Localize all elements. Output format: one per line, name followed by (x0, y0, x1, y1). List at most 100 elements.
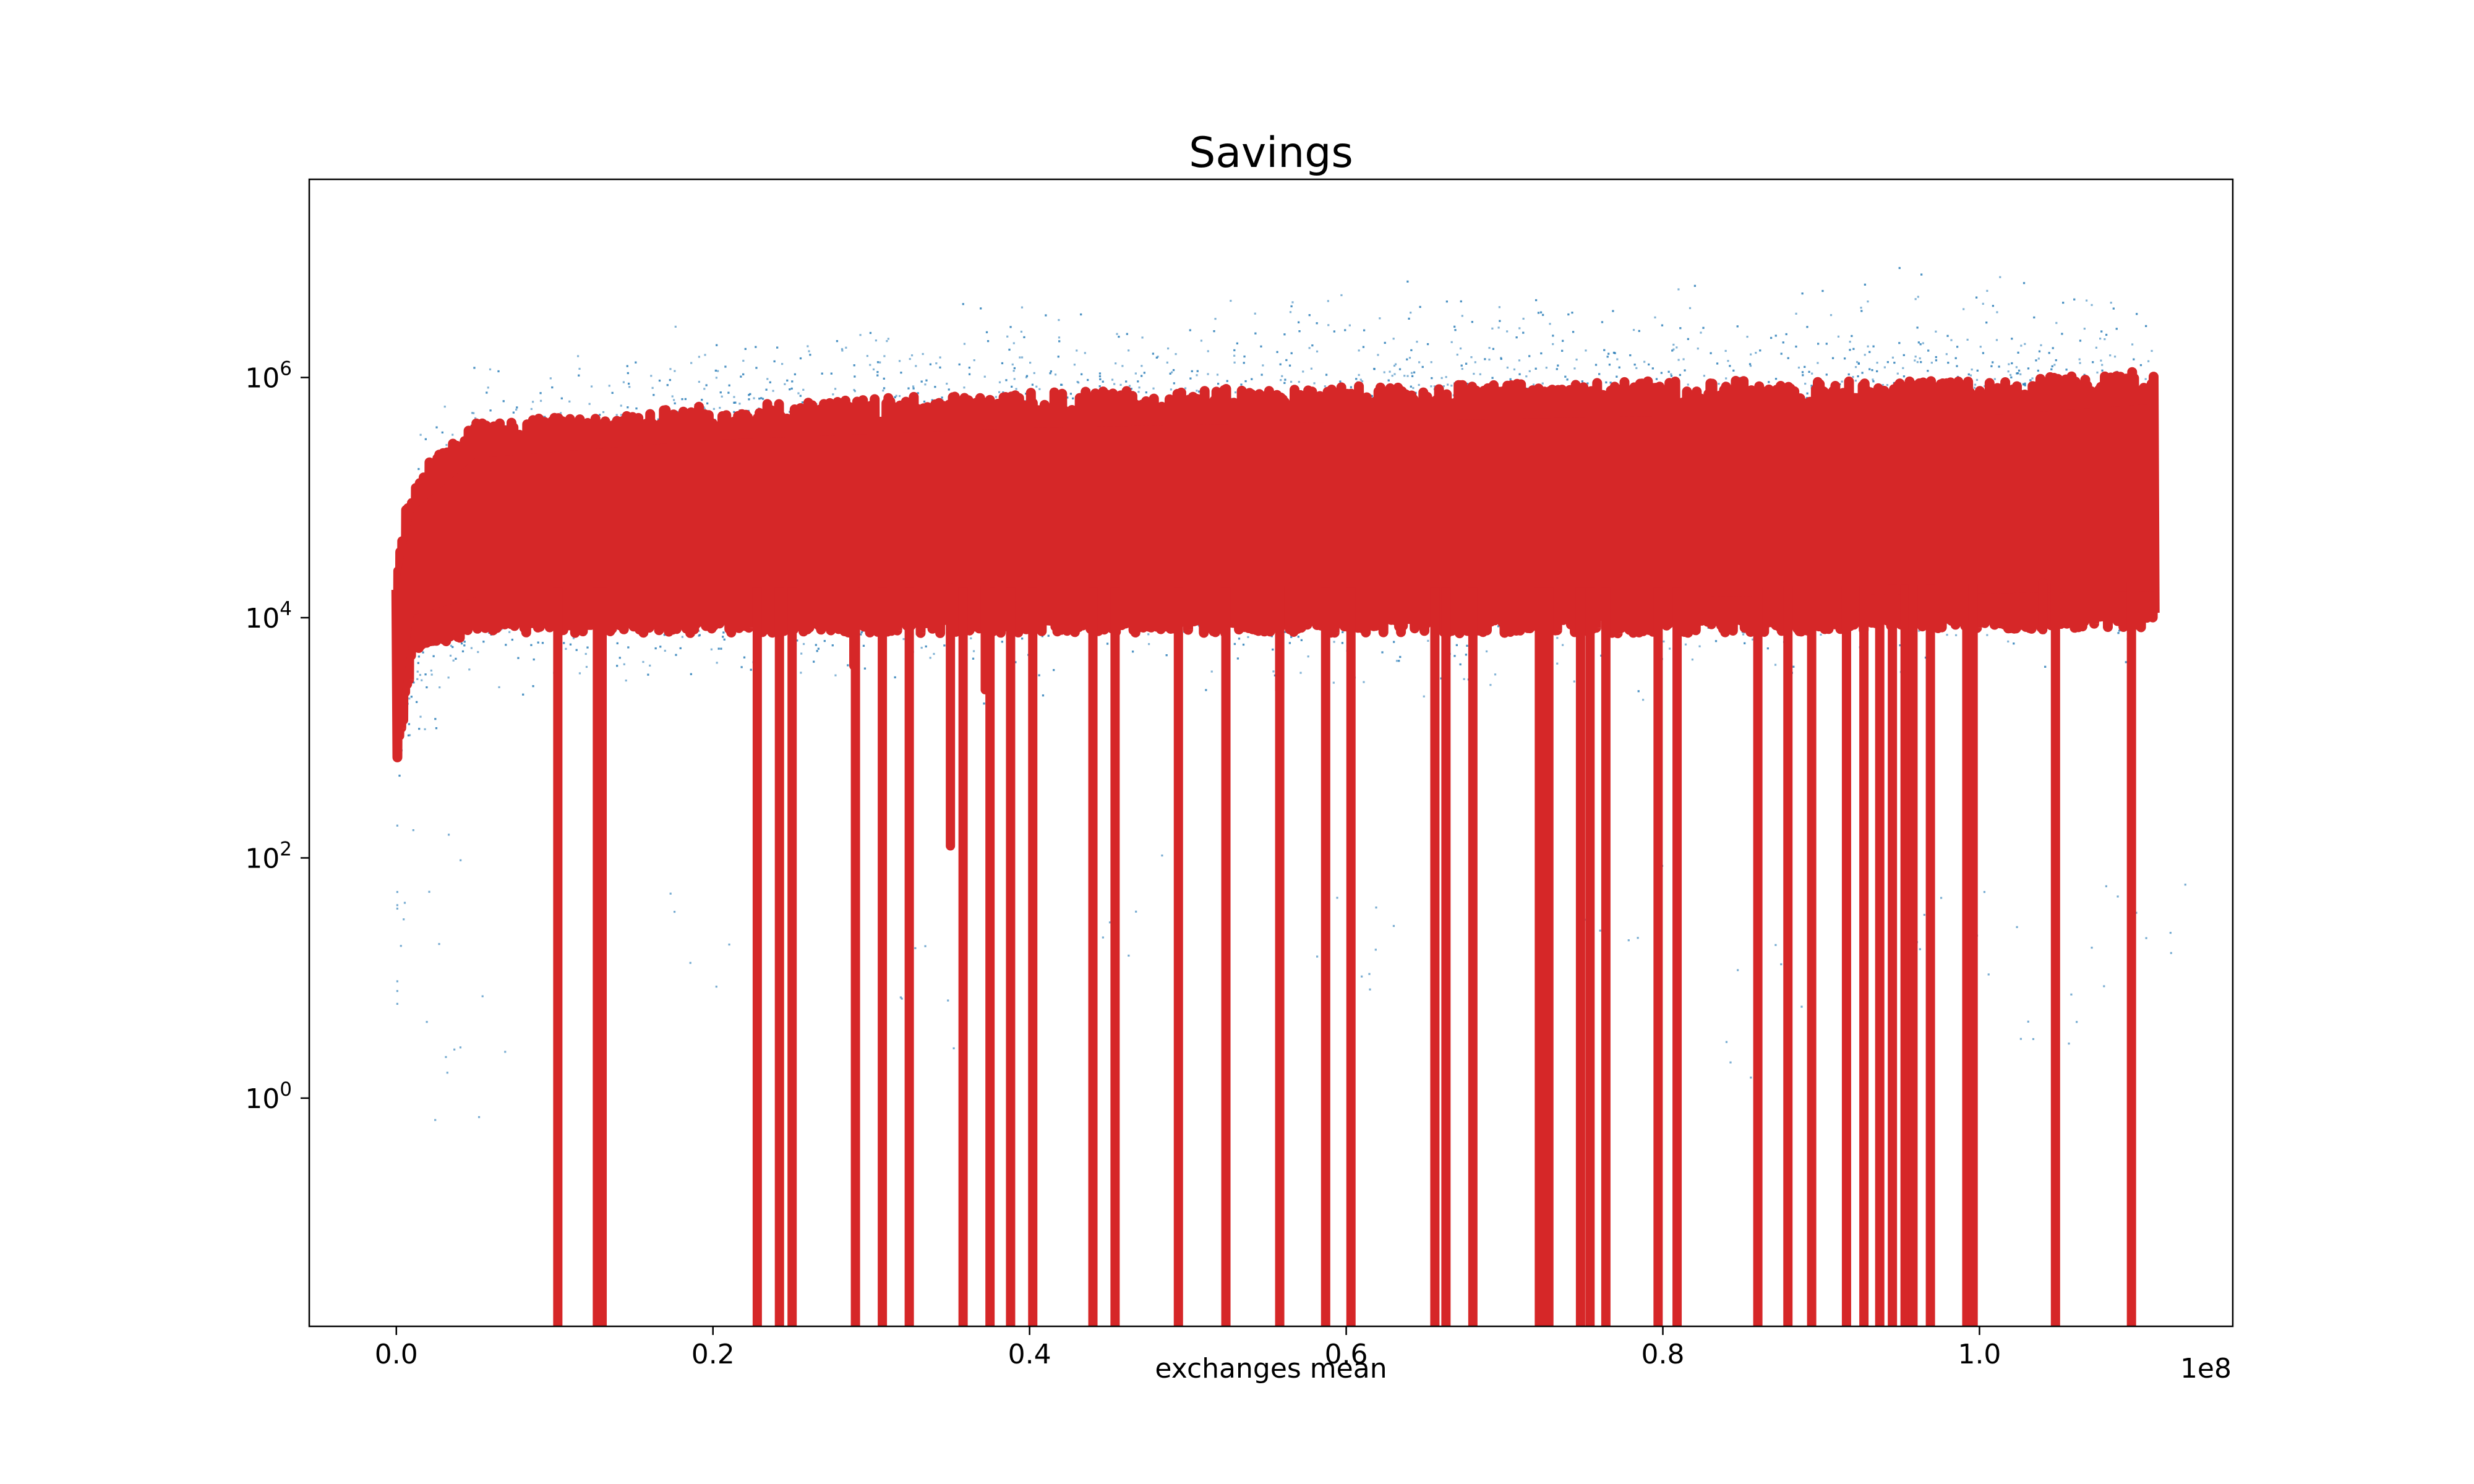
blue-point (704, 354, 706, 356)
blue-point (1332, 681, 1335, 684)
blue-point (781, 362, 784, 365)
blue-point (1230, 299, 1232, 302)
blue-point (1916, 360, 1919, 364)
blue-point (623, 663, 625, 665)
blue-point (1111, 378, 1114, 381)
blue-point (1450, 341, 1453, 343)
blue-point (859, 334, 862, 336)
blue-point (2113, 356, 2117, 358)
blue-point (2099, 338, 2102, 340)
blue-point (1698, 645, 1701, 647)
blue-point (1993, 378, 1996, 380)
blue-point (470, 647, 473, 649)
blue-point (588, 403, 591, 405)
blue-point (1116, 333, 1118, 335)
blue-point (1676, 346, 1678, 349)
blue-point (1020, 330, 1023, 333)
blue-point (424, 728, 426, 730)
blue-point (742, 359, 745, 362)
blue-point (615, 414, 618, 416)
blue-point (1113, 383, 1116, 385)
blue-point (753, 397, 755, 399)
blue-point (1974, 383, 1977, 386)
blue-point (1358, 349, 1360, 352)
blue-point (1575, 358, 1578, 361)
blue-point (1973, 386, 1975, 389)
blue-point (1488, 347, 1491, 349)
blue-point (715, 377, 717, 379)
blue-point (628, 386, 631, 388)
blue-point (474, 417, 477, 419)
blue-point (584, 652, 587, 655)
blue-point (2008, 363, 2010, 365)
blue-point (1234, 391, 1237, 394)
blue-point (1393, 364, 1396, 367)
blue-point (802, 388, 805, 391)
blue-point (963, 343, 966, 345)
blue-point (642, 660, 644, 663)
blue-point (1549, 323, 1551, 325)
blue-point (1416, 341, 1418, 343)
blue-point (1445, 376, 1447, 378)
blue-point (1750, 353, 1752, 356)
blue-point (1427, 639, 1429, 642)
blue-point (539, 399, 542, 402)
blue-point (2015, 366, 2018, 369)
blue-point (1585, 349, 1587, 352)
blue-point (834, 388, 837, 390)
blue-point (1196, 390, 1198, 392)
blue-point (1971, 369, 1973, 371)
blue-point (602, 411, 605, 414)
blue-point (1876, 361, 1878, 364)
blue-point (2131, 343, 2134, 346)
blue-point (924, 383, 927, 386)
blue-point (1573, 680, 1575, 683)
blue-point (622, 381, 625, 383)
blue-point (832, 393, 834, 396)
blue-point (585, 665, 588, 668)
blue-point (674, 325, 677, 328)
blue-point (1166, 347, 1170, 350)
blue-point (1358, 373, 1360, 377)
blue-point (898, 394, 901, 398)
blue-point (1979, 346, 1982, 348)
blue-point (887, 338, 889, 340)
blue-point (1528, 370, 1531, 372)
blue-point (1518, 327, 1521, 330)
blue-point (650, 375, 653, 377)
blue-point (703, 407, 706, 410)
blue-point (477, 650, 479, 654)
blue-point (1134, 372, 1137, 375)
blue-point (2040, 344, 2042, 346)
blue-point (898, 360, 901, 362)
blue-point (895, 394, 897, 397)
blue-point (1635, 367, 1638, 369)
blue-point (1864, 354, 1866, 356)
blue-point (1281, 375, 1283, 377)
blue-point (869, 364, 871, 366)
blue-point (1917, 296, 1919, 298)
blue-point (1556, 662, 1559, 665)
blue-point (1513, 368, 1516, 371)
blue-point (2110, 301, 2112, 304)
chart-title: Savings (1189, 129, 1353, 177)
blue-point (1684, 643, 1687, 646)
blue-point (882, 390, 884, 392)
blue-point (1327, 324, 1330, 326)
blue-point (590, 385, 593, 388)
blue-point (1408, 357, 1411, 359)
blue-point (1914, 359, 1916, 362)
blue-point (973, 359, 975, 362)
blue-point (1137, 391, 1140, 393)
blue-point (1541, 382, 1544, 385)
blue-point (664, 649, 666, 652)
blue-point (560, 412, 562, 414)
blue-point (998, 391, 1001, 393)
blue-point (1184, 387, 1187, 390)
blue-point (902, 638, 905, 641)
blue-point (1076, 380, 1079, 383)
blue-point (1616, 358, 1619, 360)
blue-point (1418, 383, 1420, 386)
blue-point (1946, 634, 1948, 636)
